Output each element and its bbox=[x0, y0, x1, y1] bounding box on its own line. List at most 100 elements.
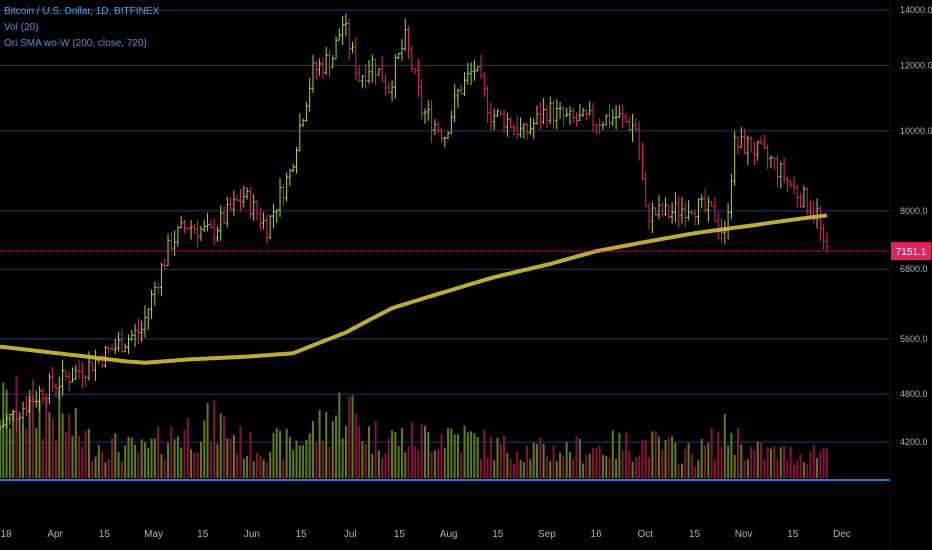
time-tick-label: 15 bbox=[99, 529, 111, 540]
volume-bar bbox=[279, 430, 282, 478]
time-tick-label: Aug bbox=[440, 529, 458, 540]
volume-bar bbox=[664, 439, 667, 478]
volume-bar bbox=[358, 426, 361, 478]
volume-bar bbox=[107, 459, 110, 478]
volume-bar bbox=[318, 409, 321, 478]
legend-volume[interactable]: Vol (20) bbox=[4, 22, 39, 33]
volume-bar bbox=[756, 441, 759, 478]
volume-bar bbox=[674, 442, 677, 478]
volume-bar bbox=[555, 461, 558, 478]
legend-symbol[interactable]: Bitcoin / U.S. Dollar, 1D, BITFINEX bbox=[4, 6, 160, 17]
volume-bar bbox=[480, 459, 483, 478]
volume-bar bbox=[710, 428, 713, 478]
volume-bar bbox=[348, 396, 351, 478]
time-tick-label: Nov bbox=[735, 529, 753, 540]
volume-bar bbox=[489, 436, 492, 478]
volume-bar bbox=[825, 448, 828, 478]
volume-bar bbox=[74, 407, 77, 478]
volume-bar bbox=[305, 439, 308, 478]
volume-bar bbox=[582, 463, 585, 478]
volume-bar bbox=[367, 426, 370, 478]
volume-bar bbox=[512, 463, 515, 478]
volume-bar bbox=[641, 439, 644, 478]
volume-bar bbox=[394, 431, 397, 478]
volume-bar bbox=[697, 460, 700, 478]
time-tick-label: 15 bbox=[492, 529, 504, 540]
volume-bar bbox=[311, 420, 314, 478]
volume-bar bbox=[476, 437, 479, 478]
volume-bar bbox=[275, 428, 278, 478]
price-tick-label: 4800.0 bbox=[900, 389, 928, 399]
volume-bar bbox=[130, 437, 133, 478]
volume-bar bbox=[559, 452, 562, 478]
volume-bar bbox=[694, 466, 697, 478]
volume-bar bbox=[717, 431, 720, 478]
time-tick-label: 15 bbox=[394, 529, 406, 540]
volume-bar bbox=[786, 460, 789, 478]
volume-bar bbox=[743, 460, 746, 478]
volume-bar bbox=[578, 438, 581, 478]
volume-bar bbox=[120, 461, 123, 478]
volume-bar bbox=[209, 441, 212, 478]
volume-bar bbox=[5, 389, 8, 478]
volume-bar bbox=[288, 436, 291, 478]
volume-bar bbox=[430, 452, 433, 478]
volume-bar bbox=[750, 446, 753, 478]
volume-bar bbox=[2, 382, 5, 478]
volume-bar bbox=[588, 453, 591, 478]
volume-bar bbox=[667, 437, 670, 478]
ohlc-bars bbox=[0, 13, 829, 432]
volume-bar bbox=[713, 459, 716, 478]
volume-bar bbox=[450, 428, 453, 478]
volume-bar bbox=[183, 429, 186, 478]
volume-bar bbox=[503, 435, 506, 478]
chart-legend: Bitcoin / U.S. Dollar, 1D, BITFINEX Vol … bbox=[4, 4, 159, 52]
volume-bar bbox=[186, 417, 189, 478]
volume-bar bbox=[473, 433, 476, 478]
volume-bar bbox=[315, 442, 318, 478]
volume-bar bbox=[397, 446, 400, 478]
volume-bar bbox=[470, 431, 473, 478]
time-tick-label: 15 bbox=[787, 529, 799, 540]
volume-bar bbox=[295, 440, 298, 478]
volume-bar bbox=[730, 432, 733, 478]
volume-bar bbox=[657, 436, 660, 478]
volume-bar bbox=[529, 459, 532, 478]
price-tick-label: 12000.0 bbox=[900, 60, 932, 70]
volume-bar bbox=[407, 446, 410, 478]
volume-bar bbox=[536, 443, 539, 478]
volume-bar bbox=[68, 414, 71, 478]
volume-bar bbox=[615, 458, 618, 478]
legend-indicator[interactable]: Ori SMA wo-W (200, close, 720) bbox=[4, 38, 147, 49]
last-price-label: 7151.1 bbox=[896, 247, 927, 258]
volume-bar bbox=[78, 435, 81, 478]
volume-bar bbox=[608, 457, 611, 478]
volume-bar bbox=[621, 450, 624, 478]
volume-bar bbox=[819, 451, 822, 478]
volume-bar bbox=[733, 455, 736, 478]
volume-bar bbox=[740, 444, 743, 478]
volume-bar bbox=[644, 440, 647, 478]
volume-bar bbox=[173, 439, 176, 478]
volume-bar bbox=[417, 450, 420, 478]
volume-bar bbox=[400, 428, 403, 478]
volume-bar bbox=[91, 460, 94, 478]
time-tick-label: 15 bbox=[295, 529, 307, 540]
volume-bar bbox=[8, 428, 11, 478]
volume-bar bbox=[134, 444, 137, 478]
volume-bar bbox=[562, 456, 565, 478]
volume-bar bbox=[0, 427, 1, 478]
time-tick-label: May bbox=[144, 529, 163, 540]
volume-bar bbox=[704, 445, 707, 478]
volume-bar bbox=[789, 446, 792, 478]
volume-bar bbox=[433, 450, 436, 478]
volume-bar bbox=[539, 437, 542, 478]
price-tick-label: 6800.0 bbox=[900, 264, 928, 274]
volume-bar bbox=[12, 410, 15, 478]
volume-bar bbox=[232, 434, 235, 478]
volume-bar bbox=[414, 446, 417, 478]
volume-bar bbox=[384, 453, 387, 478]
volume-bar bbox=[153, 438, 156, 478]
volume-bar bbox=[51, 418, 54, 478]
